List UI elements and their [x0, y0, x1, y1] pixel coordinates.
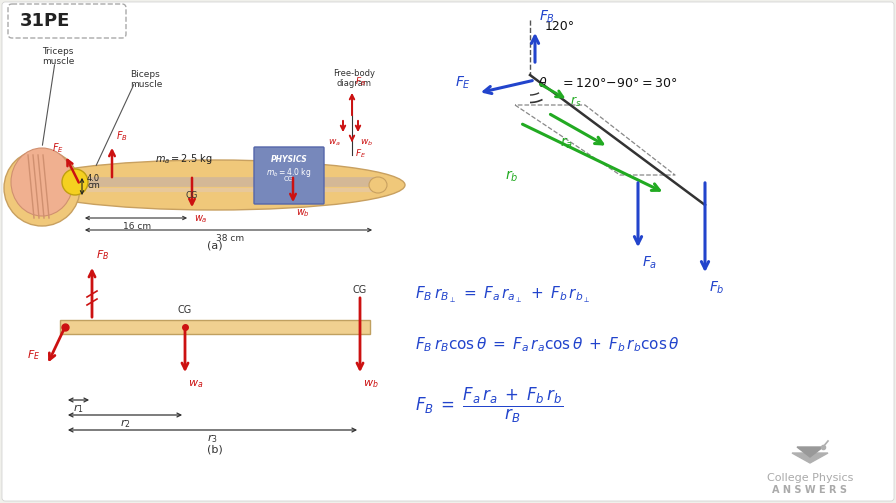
- Text: $F_E$: $F_E$: [455, 75, 471, 92]
- Ellipse shape: [11, 148, 73, 216]
- Bar: [60, 320, 370, 334]
- Text: $r_1$: $r_1$: [73, 402, 84, 415]
- Text: $w_b$: $w_b$: [363, 378, 379, 390]
- Circle shape: [4, 150, 80, 226]
- Text: 31PE: 31PE: [20, 12, 71, 30]
- Text: 120°: 120°: [545, 20, 575, 33]
- Text: College Physics: College Physics: [767, 473, 853, 483]
- FancyBboxPatch shape: [8, 4, 126, 38]
- Text: $r_a$: $r_a$: [560, 136, 573, 151]
- Text: (a): (a): [207, 240, 223, 250]
- Text: $F_B$: $F_B$: [539, 9, 556, 25]
- Text: $F_E$: $F_E$: [52, 141, 64, 155]
- Text: Triceps
muscle: Triceps muscle: [42, 47, 74, 66]
- Ellipse shape: [369, 177, 387, 193]
- Text: $F_B \;=\; \dfrac{F_a \, r_a \;+\; F_b \, r_b}{r_B}$: $F_B \;=\; \dfrac{F_a \, r_a \;+\; F_b \…: [415, 385, 563, 425]
- Text: $r_s$: $r_s$: [570, 95, 582, 109]
- Text: $r_b$: $r_b$: [505, 169, 519, 185]
- Polygon shape: [792, 453, 828, 463]
- Text: $F_B$: $F_B$: [116, 129, 128, 143]
- Text: $m_a = 2.5$ kg: $m_a = 2.5$ kg: [155, 152, 212, 166]
- Text: $w_a$: $w_a$: [328, 137, 340, 147]
- Text: $F_B$: $F_B$: [96, 248, 109, 262]
- Polygon shape: [797, 447, 823, 457]
- Text: $F_B \, r_B \cos\theta \;=\; F_a \, r_a \cos\theta \;+\; F_b \, r_b \cos\theta$: $F_B \, r_B \cos\theta \;=\; F_a \, r_a …: [415, 336, 679, 354]
- Text: Biceps
muscle: Biceps muscle: [130, 70, 162, 90]
- Text: Free-body
diagram: Free-body diagram: [333, 68, 375, 88]
- Text: PHYSICS: PHYSICS: [271, 155, 307, 164]
- Text: CG: CG: [185, 191, 198, 200]
- Text: $r_2$: $r_2$: [120, 417, 130, 430]
- Text: $w_a$: $w_a$: [194, 213, 208, 225]
- Text: $F_B$: $F_B$: [355, 75, 366, 88]
- Text: $F_E$: $F_E$: [355, 148, 366, 160]
- Text: $F_b$: $F_b$: [709, 280, 725, 296]
- Text: $\theta$: $\theta$: [538, 76, 547, 90]
- Text: $w_b$: $w_b$: [360, 137, 373, 147]
- Text: 16 cm: 16 cm: [123, 222, 151, 231]
- Text: 38 cm: 38 cm: [216, 234, 244, 243]
- Text: $F_B \, r_{B_\perp} \;=\; F_a \, r_{a_\perp} \;+\; F_b \, r_{b_\perp}$: $F_B \, r_{B_\perp} \;=\; F_a \, r_{a_\p…: [415, 285, 590, 305]
- Text: CG: CG: [178, 305, 192, 315]
- Text: CG: CG: [284, 176, 294, 182]
- Text: $F_a$: $F_a$: [642, 255, 658, 272]
- Text: A N S W E R S: A N S W E R S: [772, 485, 848, 495]
- Text: $w_b$: $w_b$: [296, 207, 310, 219]
- Ellipse shape: [25, 160, 405, 210]
- Text: $F_E$: $F_E$: [27, 348, 40, 362]
- Text: CG: CG: [353, 285, 367, 295]
- FancyBboxPatch shape: [254, 147, 324, 204]
- Text: $m_b = 4.0$ kg: $m_b = 4.0$ kg: [266, 166, 312, 179]
- Text: $= 120°\!-\!90° = 30°$: $= 120°\!-\!90° = 30°$: [560, 77, 677, 90]
- Text: $w_a$: $w_a$: [188, 378, 203, 390]
- Text: (b): (b): [207, 444, 223, 454]
- Text: 4.0: 4.0: [87, 174, 100, 183]
- Circle shape: [62, 169, 88, 195]
- Text: $r_3$: $r_3$: [207, 432, 218, 445]
- Text: cm: cm: [87, 181, 99, 190]
